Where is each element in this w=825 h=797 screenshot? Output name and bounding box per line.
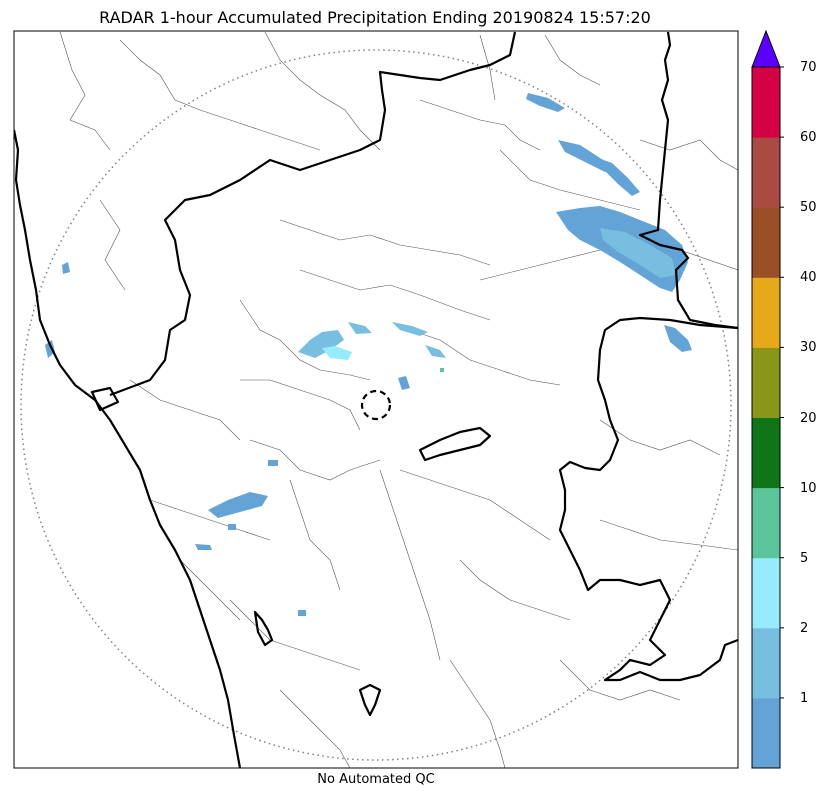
echo-ne-streak-3 (598, 158, 640, 196)
colorbar (751, 29, 784, 769)
echo-central-band-4 (392, 322, 428, 336)
echo-central-speck (398, 376, 410, 390)
precipitation-echoes (45, 93, 692, 616)
radar-range-ring (20, 49, 732, 761)
colorbar-bin-40 (752, 277, 780, 348)
echo-south-speck (298, 610, 306, 616)
colorbar-bin-60 (752, 137, 780, 208)
map-area (14, 31, 738, 768)
colorbar-label-40: 40 (800, 270, 817, 286)
map-background (14, 31, 738, 768)
echo-east-blob (664, 325, 692, 352)
colorbar-bin-50 (752, 207, 780, 278)
colorbar-label-2: 2 (800, 620, 809, 636)
colorbar-bin-30 (752, 347, 780, 418)
echo-central-band-1 (298, 330, 344, 358)
echo-northeast-core (600, 228, 676, 278)
map-frame (13, 30, 739, 769)
colorbar-bin-1 (752, 697, 780, 769)
echo-west-blob (208, 492, 268, 518)
map-title: RADAR 1-hour Accumulated Precipitation E… (99, 8, 651, 27)
echo-central-band-5 (425, 345, 446, 358)
colorbar-label-5: 5 (800, 550, 809, 566)
colorbar-label-50: 50 (800, 200, 817, 216)
coastline (14, 129, 242, 768)
kerala-coast-island (90, 386, 120, 412)
colorbar-label-60: 60 (800, 130, 817, 146)
radar-location-marker (360, 389, 392, 421)
echo-ne-streak-1 (526, 93, 565, 112)
colorbar-frame (751, 66, 781, 769)
echo-ne-streak-2 (558, 140, 615, 172)
south-enclave-2 (358, 683, 382, 717)
state-line-east (638, 31, 738, 330)
colorbar-bin-70 (752, 67, 780, 138)
south-enclave-1 (253, 610, 274, 647)
echo-central-speck-green (440, 368, 444, 372)
colorbar-bin-10 (752, 487, 780, 559)
district-boundaries (59, 31, 738, 768)
state-boundaries (14, 31, 738, 768)
colorbar-bin-2 (752, 627, 780, 699)
state-line-west (109, 31, 517, 397)
echo-center-speck (268, 460, 278, 466)
echo-far-west-1 (45, 340, 55, 358)
echo-sw-small (228, 524, 236, 530)
colorbar-bin-20 (752, 417, 780, 489)
colorbar-label-30: 30 (800, 340, 817, 356)
colorbar-label-70: 70 (800, 60, 817, 75)
qc-note: No Automated QC (317, 772, 435, 787)
enclave-outline (418, 426, 492, 462)
colorbar-label-10: 10 (800, 480, 817, 496)
echo-sw-speck (195, 544, 212, 550)
state-line-southeast (558, 316, 738, 682)
colorbar-label-20: 20 (800, 410, 817, 426)
colorbar-bin-5 (752, 557, 780, 629)
echo-far-west-2 (62, 262, 70, 274)
echo-central-band-2 (322, 346, 352, 360)
colorbar-over-triangle (751, 29, 781, 68)
echo-central-band-3 (348, 322, 372, 334)
colorbar-label-1: 1 (800, 690, 809, 706)
